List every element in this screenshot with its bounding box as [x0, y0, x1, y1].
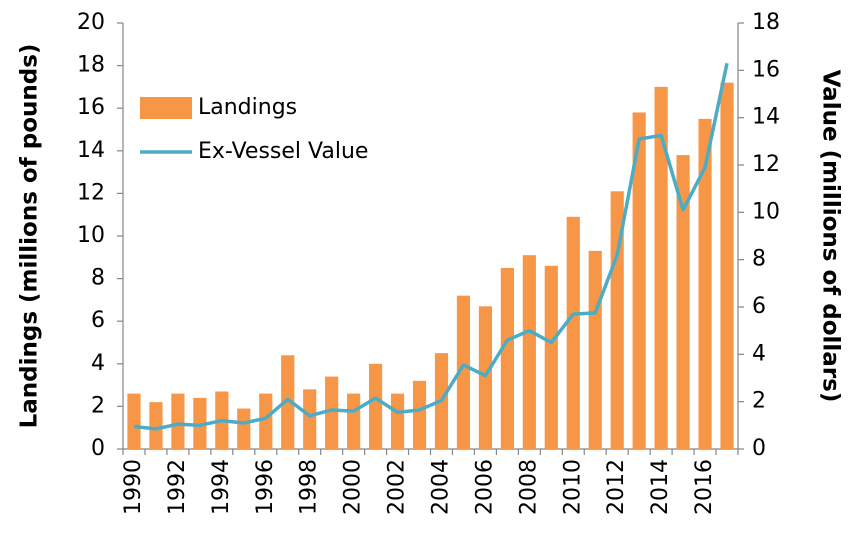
bar	[237, 408, 251, 449]
bar	[632, 112, 646, 450]
y2-tick-label: 8	[752, 247, 766, 272]
y-tick-label: 8	[91, 266, 105, 291]
y2-tick-label: 4	[752, 341, 766, 366]
y2-axis-title: Value (millions of dollars)	[818, 70, 844, 403]
bar	[720, 82, 734, 449]
bar	[544, 265, 558, 449]
y2-tick-label: 2	[752, 389, 766, 414]
x-tick-label: 1994	[209, 459, 234, 515]
x-tick-label: 2014	[648, 459, 673, 515]
bar	[698, 118, 712, 449]
bar	[347, 393, 361, 449]
bar	[325, 376, 339, 449]
y2-tick-label: 6	[752, 294, 766, 319]
y-tick-label: 12	[77, 180, 105, 205]
bar	[478, 306, 492, 449]
x-tick-label: 2004	[428, 459, 453, 515]
x-tick-label: 2000	[341, 459, 366, 515]
bar	[127, 393, 141, 449]
y-tick-label: 4	[91, 351, 105, 376]
y2-tick-label: 18	[752, 10, 780, 35]
bar	[259, 393, 273, 449]
bar	[676, 155, 690, 449]
x-tick-label: 2008	[516, 459, 541, 515]
bar	[566, 216, 580, 449]
y-tick-label: 14	[77, 138, 105, 163]
x-tick-label: 1998	[297, 459, 322, 515]
bar	[303, 389, 317, 449]
y2-tick-label: 10	[752, 199, 780, 224]
y-tick-label: 18	[77, 53, 105, 78]
bar	[193, 397, 207, 449]
bar	[654, 86, 668, 450]
bar	[522, 255, 536, 449]
x-tick-label: 2010	[560, 459, 585, 515]
x-tick-label: 1996	[253, 459, 278, 515]
legend-label: Landings	[198, 95, 297, 120]
bar	[149, 402, 163, 449]
y2-tick-label: 16	[752, 57, 780, 82]
y2-tick-label: 0	[752, 436, 766, 461]
bar	[456, 295, 471, 449]
legend-swatch	[140, 97, 192, 119]
bar	[369, 363, 383, 449]
x-tick-label: 1990	[121, 459, 146, 515]
y2-tick-label: 12	[752, 152, 780, 177]
bar	[281, 355, 295, 449]
bar	[610, 191, 624, 449]
y2-tick-label: 14	[752, 105, 780, 130]
bar	[588, 250, 602, 449]
line	[133, 62, 729, 431]
bar	[412, 380, 427, 449]
bar	[171, 393, 185, 449]
bar	[500, 267, 514, 449]
x-tick-label: 2012	[604, 459, 629, 515]
x-tick-label: 1992	[165, 459, 190, 515]
bar	[390, 393, 405, 449]
y-tick-label: 10	[77, 223, 105, 248]
y-tick-label: 2	[91, 393, 105, 418]
legend-label: Ex-Vessel Value	[198, 139, 368, 164]
x-tick-label: 2016	[692, 459, 717, 515]
x-tick-label: 2002	[385, 459, 410, 515]
y-tick-label: 20	[77, 10, 105, 35]
y-tick-label: 0	[91, 436, 105, 461]
x-tick-label: 2006	[472, 459, 497, 515]
y-axis-title: Landings (millions of pounds)	[17, 44, 43, 429]
y-tick-label: 16	[77, 95, 105, 120]
y-tick-label: 6	[91, 308, 105, 333]
